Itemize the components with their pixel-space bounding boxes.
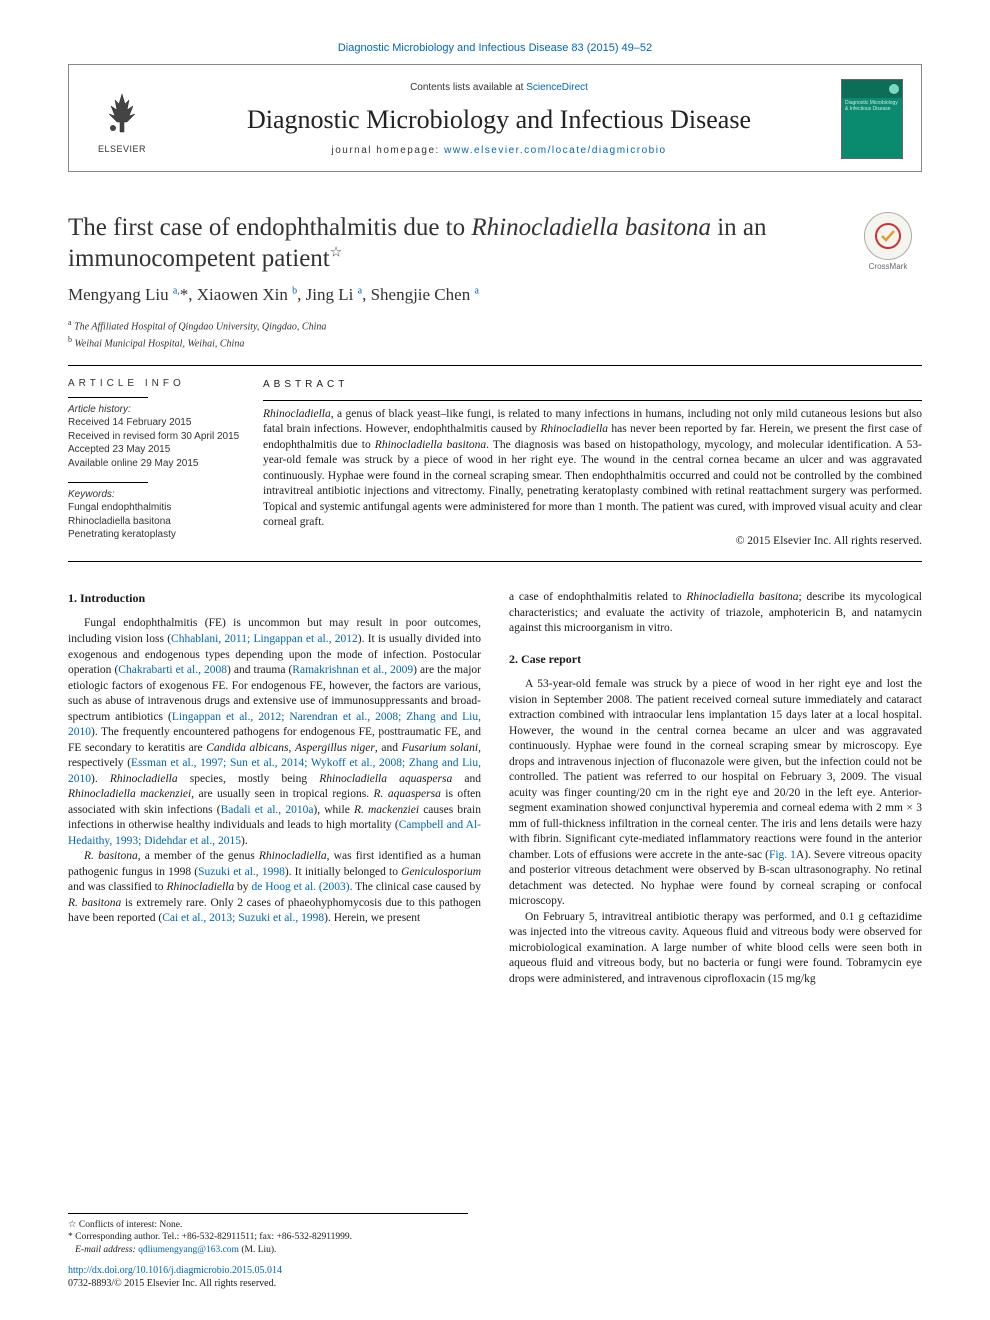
homepage-link[interactable]: www.elsevier.com/locate/diagmicrobio bbox=[444, 145, 666, 156]
sciencedirect-link[interactable]: ScienceDirect bbox=[526, 82, 588, 93]
article-info: ARTICLE INFO Article history: Received 1… bbox=[68, 366, 263, 561]
affiliations: a The Affiliated Hospital of Qingdao Uni… bbox=[68, 317, 922, 352]
article-info-heading: ARTICLE INFO bbox=[68, 378, 251, 389]
email-note: E-mail address: qdliumengyang@163.com (M… bbox=[68, 1244, 468, 1256]
history-label: Article history: bbox=[68, 404, 251, 415]
article-title: The first case of endophthalmitis due to… bbox=[68, 212, 834, 275]
homepage-prefix: journal homepage: bbox=[331, 145, 444, 156]
title-footnote-star: ☆ bbox=[330, 246, 343, 261]
email-link[interactable]: qdliumengyang@163.com bbox=[138, 1245, 239, 1255]
email-label: E-mail address: bbox=[75, 1245, 138, 1255]
keyword-1: Fungal endophthalmitis bbox=[68, 501, 251, 515]
column-right: a case of endophthalmitis related to Rhi… bbox=[509, 590, 922, 987]
abstract-body: Rhinocladiella, a genus of black yeast–l… bbox=[263, 407, 922, 531]
case-p2: On February 5, intravitreal antibiotic t… bbox=[509, 910, 922, 988]
corresponding-note: * Corresponding author. Tel.: +86-532-82… bbox=[68, 1231, 468, 1243]
intro-p2: R. basitona, a member of the genus Rhino… bbox=[68, 849, 481, 927]
homepage-line: journal homepage: www.elsevier.com/locat… bbox=[157, 145, 841, 156]
bottom-bar: http://dx.doi.org/10.1016/j.diagmicrobio… bbox=[68, 1264, 282, 1290]
elsevier-tree-icon bbox=[93, 84, 151, 142]
contents-line: Contents lists available at ScienceDirec… bbox=[157, 82, 841, 93]
affiliation-b: b Weihai Municipal Hospital, Weihai, Chi… bbox=[68, 334, 922, 351]
keywords-label: Keywords: bbox=[68, 489, 251, 500]
footnotes: ☆ Conflicts of interest: None. * Corresp… bbox=[68, 1213, 468, 1256]
elsevier-label: ELSEVIER bbox=[98, 144, 146, 154]
abstract: ABSTRACT Rhinocladiella, a genus of blac… bbox=[263, 366, 922, 561]
keyword-3: Penetrating keratoplasty bbox=[68, 528, 251, 542]
journal-citation[interactable]: Diagnostic Microbiology and Infectious D… bbox=[68, 42, 922, 54]
col2-continuation: a case of endophthalmitis related to Rhi… bbox=[509, 590, 922, 637]
crossmark-badge[interactable]: CrossMark bbox=[854, 212, 922, 271]
abstract-copyright: © 2015 Elsevier Inc. All rights reserved… bbox=[263, 534, 922, 550]
journal-cover-thumb[interactable]: Diagnostic Microbiology & Infectious Dis… bbox=[841, 79, 903, 159]
case-p1: A 53-year-old female was struck by a pie… bbox=[509, 677, 922, 910]
history-revised: Received in revised form 30 April 2015 bbox=[68, 430, 251, 444]
intro-heading: 1. Introduction bbox=[68, 590, 481, 606]
email-suffix: (M. Liu). bbox=[239, 1245, 276, 1255]
history-online: Available online 29 May 2015 bbox=[68, 457, 251, 471]
case-heading: 2. Case report bbox=[509, 651, 922, 667]
authors: Mengyang Liu a,*, Xiaowen Xin b, Jing Li… bbox=[68, 285, 922, 305]
crossmark-label: CrossMark bbox=[854, 262, 922, 271]
intro-p1: Fungal endophthalmitis (FE) is uncommon … bbox=[68, 616, 481, 849]
journal-header: ELSEVIER Contents lists available at Sci… bbox=[68, 64, 922, 172]
abstract-heading: ABSTRACT bbox=[263, 378, 922, 392]
issn-line: 0732-8893/© 2015 Elsevier Inc. All right… bbox=[68, 1277, 282, 1290]
affiliation-a: a The Affiliated Hospital of Qingdao Uni… bbox=[68, 317, 922, 334]
cover-text: Diagnostic Microbiology & Infectious Dis… bbox=[842, 98, 902, 114]
conflict-note: ☆ Conflicts of interest: None. bbox=[68, 1219, 468, 1231]
history-accepted: Accepted 23 May 2015 bbox=[68, 443, 251, 457]
journal-name: Diagnostic Microbiology and Infectious D… bbox=[157, 105, 841, 135]
keyword-2: Rhinocladiella basitona bbox=[68, 515, 251, 529]
doi-link[interactable]: http://dx.doi.org/10.1016/j.diagmicrobio… bbox=[68, 1265, 282, 1276]
column-left: 1. Introduction Fungal endophthalmitis (… bbox=[68, 590, 481, 987]
history-received: Received 14 February 2015 bbox=[68, 416, 251, 430]
elsevier-logo[interactable]: ELSEVIER bbox=[87, 84, 157, 154]
contents-prefix: Contents lists available at bbox=[410, 82, 526, 93]
